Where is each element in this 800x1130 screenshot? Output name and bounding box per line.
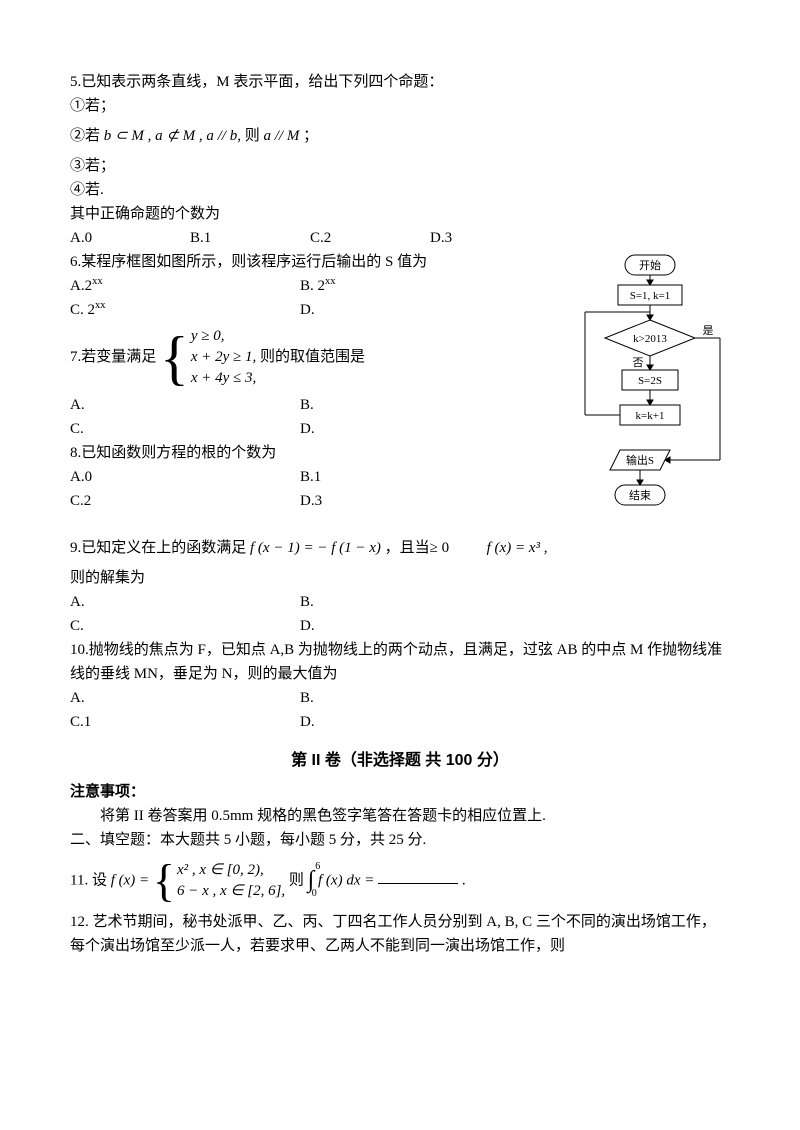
flowchart-svg: 开始 S=1, k=1 k>2013 是 否 S=2S k=k+1 输出S xyxy=(570,250,730,530)
flowchart: 开始 S=1, k=1 k>2013 是 否 S=2S k=k+1 输出S xyxy=(570,250,730,530)
q7-opt-b: B. xyxy=(300,393,530,417)
q6-opt-b: B. 2xx xyxy=(300,274,530,298)
q5-prop3: ③若； xyxy=(70,154,730,178)
q7-opt-a: A. xyxy=(70,393,300,417)
q5-p2-math1: b ⊂ M , a ⊄ M , a // b, xyxy=(104,128,245,144)
q5-prop1: ①若； xyxy=(70,94,730,118)
q9-stem2: 则的解集为 xyxy=(70,566,730,590)
q10-options-2: C.1 D. xyxy=(70,710,730,734)
q8-opt-c: C.2 xyxy=(70,489,300,513)
svg-text:是: 是 xyxy=(703,324,714,337)
q5-p2-b: 则 xyxy=(245,128,260,144)
q9-stem1: 9.已知定义在上的函数满足 xyxy=(70,540,246,556)
q10-opt-a: A. xyxy=(70,686,300,710)
q10-opt-d: D. xyxy=(300,710,530,734)
q10-opt-c: C.1 xyxy=(70,710,300,734)
q7-system: { y ≥ 0, x + 2y ≥ 1, x + 4y ≤ 3, xyxy=(160,326,256,389)
q8-opt-a: A.0 xyxy=(70,465,300,489)
q5-opt-b: B.1 xyxy=(190,226,310,250)
q5-p2-a: ②若 xyxy=(70,128,100,144)
section-title: 第 II 卷（非选择题 共 100 分） xyxy=(70,748,730,774)
q12-stem: 12. 艺术节期间，秘书处派甲、乙、丙、丁四名工作人员分别到 A, B, C 三… xyxy=(70,910,730,958)
q5-opt-d: D.3 xyxy=(430,226,550,250)
q5-prompt: 其中正确命题的个数为 xyxy=(70,202,730,226)
svg-text:开始: 开始 xyxy=(639,258,661,272)
notice-label: 注意事项： xyxy=(70,780,730,804)
q10-stem: 10.抛物线的焦点为 F，已知点 A,B 为抛物线上的两个动点，且满足，过弦 A… xyxy=(70,638,730,686)
q11-f: f (x) = xyxy=(111,872,149,888)
q6-options-1: A.2xx B. 2xx xyxy=(70,274,560,298)
q11-stem1: 11. 设 xyxy=(70,872,107,888)
q9-options-1: A. B. xyxy=(70,590,730,614)
notice-text: 将第 II 卷答案用 0.5mm 规格的黑色签字笔答在答题卡的相应位置上. xyxy=(70,804,730,828)
q11-piecewise: { x² , x ∈ [0, 2), 6 − x , x ∈ [2, 6], xyxy=(153,858,285,904)
q7-opt-c: C. xyxy=(70,417,300,441)
q6-opt-d: D. xyxy=(300,298,530,322)
q5-p2-math2: a // M xyxy=(264,128,300,144)
q11-blank xyxy=(378,868,458,884)
q11-m2: f (x) dx = xyxy=(318,872,374,888)
q8-options-1: A.0 B.1 xyxy=(70,465,560,489)
q5-stem: 5.已知表示两条直线，M 表示平面，给出下列四个命题： xyxy=(70,70,730,94)
q5-prop4: ④若. xyxy=(70,178,730,202)
svg-text:k>2013: k>2013 xyxy=(633,333,667,345)
q7-stem1: 7.若变量满足 xyxy=(70,349,156,365)
q6-options-2: C. 2xx D. xyxy=(70,298,560,322)
q8-opt-b: B.1 xyxy=(300,465,530,489)
q5-opt-a: A.0 xyxy=(70,226,190,250)
svg-text:k=k+1: k=k+1 xyxy=(636,410,665,422)
q9-options-2: C. D. xyxy=(70,614,730,638)
q8-options-2: C.2 D.3 xyxy=(70,489,560,513)
q7-stem2: 则的取值范围是 xyxy=(260,349,365,365)
q9-opt-b: B. xyxy=(300,590,530,614)
q6-opt-a: A.2xx xyxy=(70,274,300,298)
q9-line1: 9.已知定义在上的函数满足 f (x − 1) = − f (1 − x) ，且… xyxy=(70,536,730,560)
part2-heading: 二、填空题：本大题共 5 小题，每小题 5 分，共 25 分. xyxy=(70,828,730,852)
svg-text:结束: 结束 xyxy=(629,489,651,502)
svg-text:S=2S: S=2S xyxy=(638,375,662,387)
q8-opt-d: D.3 xyxy=(300,489,530,513)
q11: 11. 设 f (x) = { x² , x ∈ [0, 2), 6 − x ,… xyxy=(70,858,730,904)
q7-options-1: A. B. xyxy=(70,393,560,417)
svg-text:否: 否 xyxy=(633,357,644,369)
q9-math2: f (x) = x³ , xyxy=(487,540,548,556)
q5-opt-c: C.2 xyxy=(310,226,430,250)
q7-options-2: C. D. xyxy=(70,417,560,441)
q5-options: A.0 B.1 C.2 D.3 xyxy=(70,226,730,250)
q7-opt-d: D. xyxy=(300,417,530,441)
q9-opt-c: C. xyxy=(70,614,300,638)
q9-math1: f (x − 1) = − f (1 − x) xyxy=(250,540,381,556)
q5-p2-c: ； xyxy=(303,128,318,144)
q5-prop2: ②若 b ⊂ M , a ⊄ M , a // b, 则 a // M ； xyxy=(70,124,730,148)
q11-stem2: 则 xyxy=(289,872,304,888)
q9-opt-a: A. xyxy=(70,590,300,614)
q11-tail: . xyxy=(462,872,466,888)
q9-opt-d: D. xyxy=(300,614,530,638)
q9-mid: ，且当≥ 0 xyxy=(385,540,449,556)
svg-text:S=1, k=1: S=1, k=1 xyxy=(630,290,671,302)
integral-icon: ∫60 xyxy=(308,861,315,899)
q10-opt-b: B. xyxy=(300,686,530,710)
svg-text:输出S: 输出S xyxy=(626,453,654,467)
q10-options-1: A. B. xyxy=(70,686,730,710)
q6-opt-c: C. 2xx xyxy=(70,298,300,322)
